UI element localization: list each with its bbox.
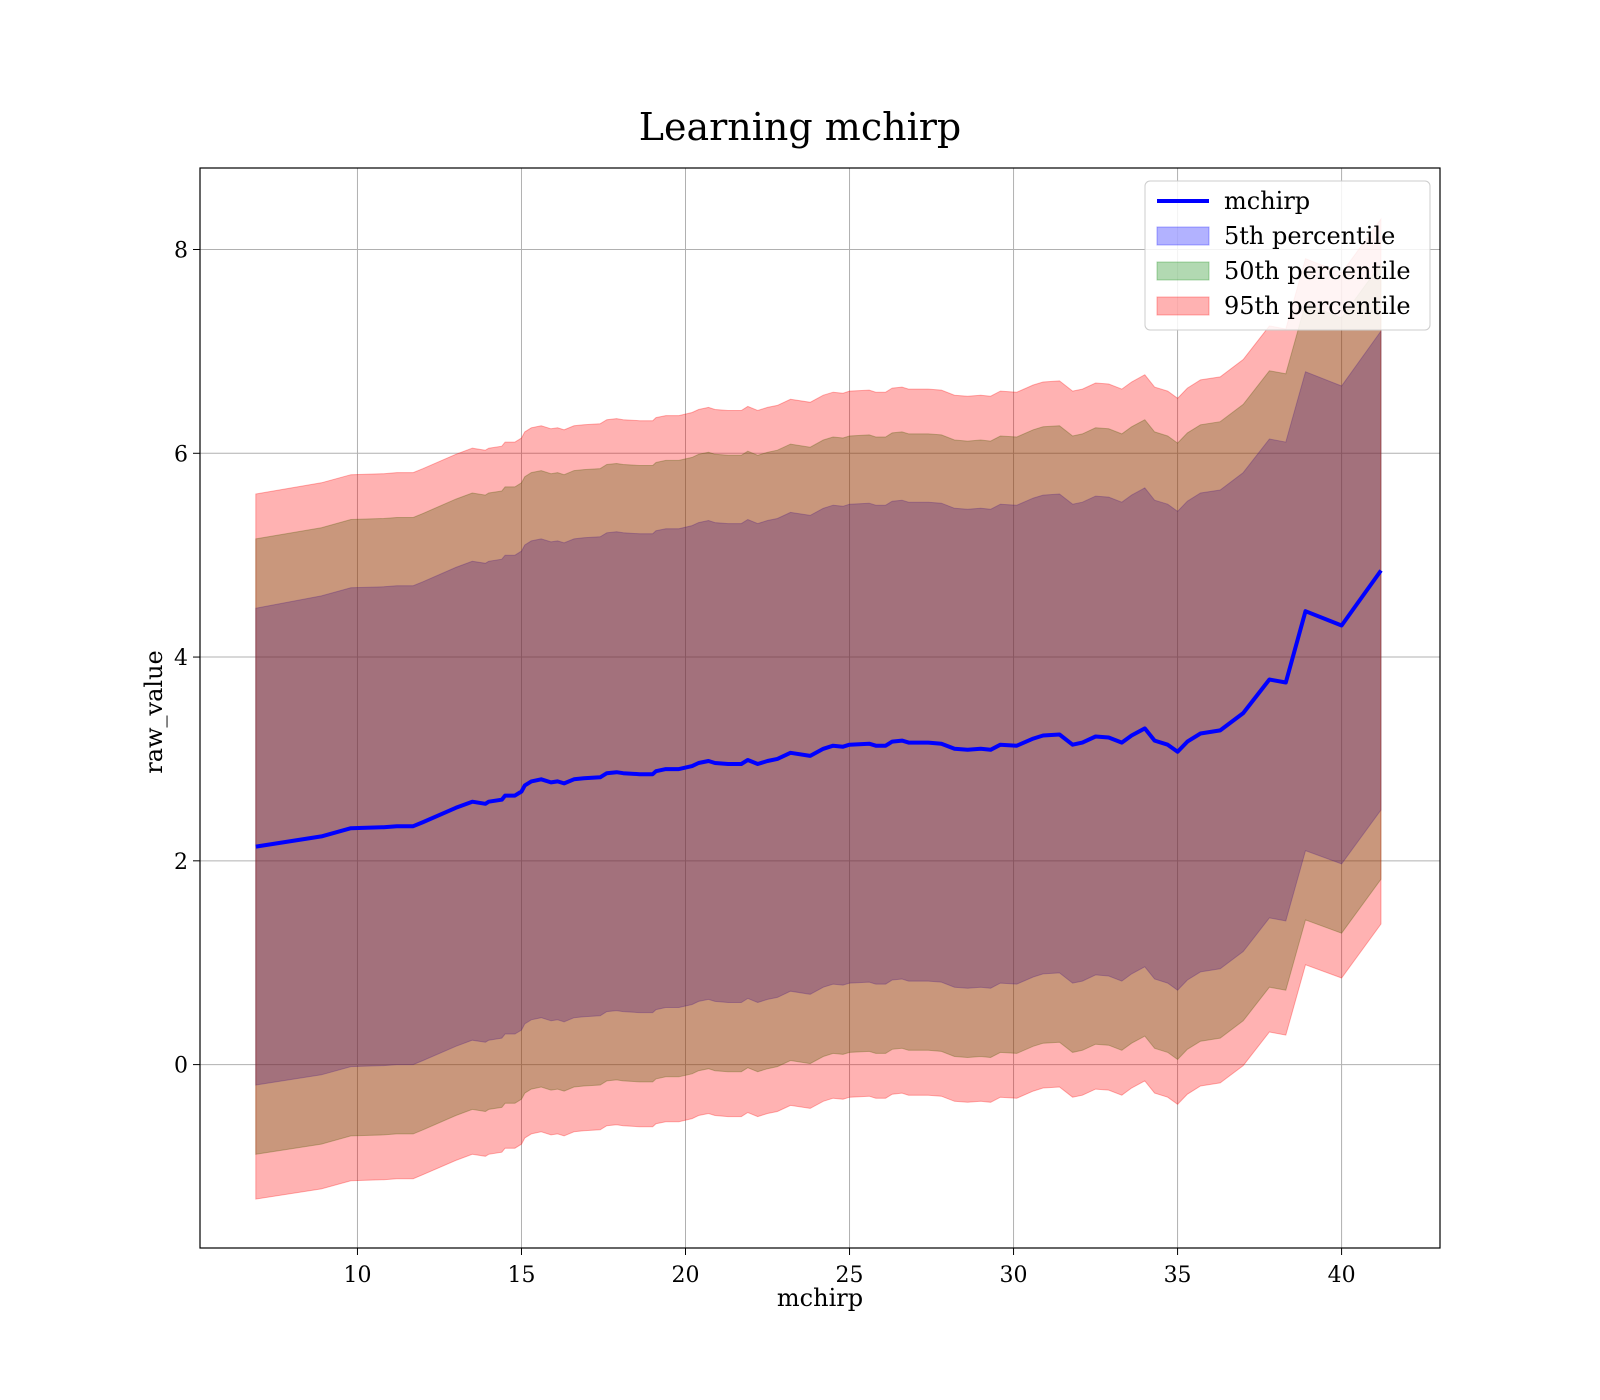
y-axis-label: raw_value bbox=[140, 650, 168, 774]
grid-layer bbox=[200, 168, 1440, 1248]
legend-box bbox=[1144, 180, 1431, 331]
y-tick-label: 6 bbox=[174, 442, 188, 467]
x-tick-label: 30 bbox=[1000, 1263, 1028, 1288]
x-tick-label: 25 bbox=[836, 1263, 864, 1288]
x-axis-label: mchirp bbox=[777, 1284, 863, 1312]
legend-swatch-5th bbox=[1156, 226, 1210, 246]
legend-label-mchirp: mchirp bbox=[1224, 187, 1310, 215]
y-tick-label: 2 bbox=[174, 850, 188, 875]
x-tick-label: 20 bbox=[672, 1263, 700, 1288]
plot-frame bbox=[199, 167, 1441, 1249]
legend-swatch-95th bbox=[1156, 296, 1210, 316]
mchirp-line bbox=[255, 569, 1383, 849]
legend: mchirp 5th percentile 50th percentile 95… bbox=[1144, 180, 1431, 331]
band-95th-percentile bbox=[255, 217, 1382, 1200]
y-tick-label: 4 bbox=[174, 646, 188, 671]
legend-label-5th: 5th percentile bbox=[1224, 222, 1395, 250]
legend-swatch-50th bbox=[1156, 261, 1210, 281]
y-tick-label: 0 bbox=[174, 1054, 188, 1079]
x-tick-label: 35 bbox=[1164, 1263, 1192, 1288]
mchirp-line-layer bbox=[255, 569, 1383, 849]
x-tick-label: 15 bbox=[507, 1263, 535, 1288]
axis-ticks: 10 15 20 25 30 35 40 0 2 4 6 8 bbox=[174, 239, 1356, 1288]
x-tick-label: 40 bbox=[1328, 1263, 1356, 1288]
x-tick-label: 10 bbox=[343, 1263, 371, 1288]
y-tick-label: 8 bbox=[174, 239, 188, 264]
percentile-bands bbox=[255, 217, 1382, 1200]
band-5th-percentile bbox=[255, 329, 1382, 1086]
legend-label-50th: 50th percentile bbox=[1224, 257, 1411, 285]
band-50th-percentile bbox=[255, 262, 1382, 1155]
legend-label-95th: 95th percentile bbox=[1224, 292, 1411, 320]
chart-title: Learning mchirp bbox=[639, 105, 961, 149]
